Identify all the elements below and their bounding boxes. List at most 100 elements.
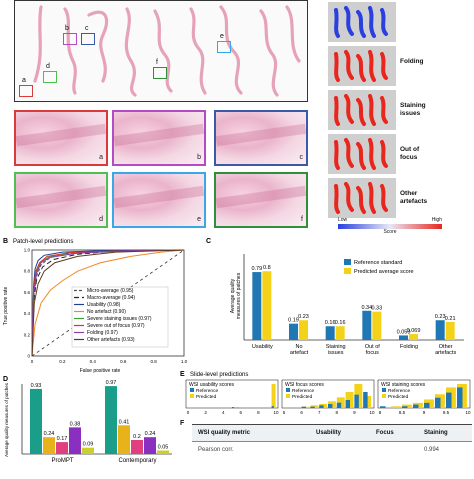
e-legend-entry: Predicted bbox=[196, 394, 217, 400]
d-bar bbox=[30, 389, 42, 454]
c-bar bbox=[372, 312, 381, 340]
c-bar bbox=[326, 326, 335, 340]
d-value-label: 0.05 bbox=[158, 445, 169, 451]
table-row: Pearson corr. 0.994 bbox=[192, 441, 472, 455]
panel-e-letter: E bbox=[180, 371, 185, 378]
roc-y-tick: 0.4 bbox=[24, 311, 31, 316]
roc-y-tick: 0 bbox=[27, 354, 30, 359]
roc-title: Patch-level predictions bbox=[13, 239, 73, 245]
c-bar bbox=[252, 272, 261, 340]
roc-legend-entry: No artefact (0.90) bbox=[87, 309, 126, 315]
roc-x-tick: 0.4 bbox=[90, 359, 97, 364]
roi-label-e: e bbox=[220, 33, 224, 40]
c-bar bbox=[262, 271, 271, 340]
roi-box-c[interactable] bbox=[81, 33, 95, 45]
roi-box-f[interactable] bbox=[153, 67, 167, 79]
slide-level-histograms: E Slide-level predictions WSI usability … bbox=[178, 368, 474, 416]
e-hist-title: WSI focus scores bbox=[285, 382, 324, 388]
table-header-usability: Usability bbox=[316, 430, 341, 436]
heatmap-tissue bbox=[328, 90, 396, 130]
roc-y-tick: 0.6 bbox=[24, 290, 31, 295]
e-ref-bar bbox=[319, 405, 323, 408]
slide-level-title: Slide-level predictions bbox=[190, 372, 248, 378]
table-cell-staining: 0.994 bbox=[424, 447, 439, 453]
zoom-tile-label: c bbox=[300, 154, 304, 161]
zoom-tile-e[interactable]: e bbox=[112, 172, 206, 228]
heatmap-label: Folding bbox=[400, 58, 423, 66]
roc-y-tick: 0.2 bbox=[24, 332, 31, 337]
d-bar bbox=[43, 437, 55, 454]
e-legend-swatch bbox=[190, 394, 194, 398]
colorbar-low-label: Low bbox=[338, 218, 347, 223]
e-legend-swatch bbox=[382, 388, 386, 392]
roi-label-a: a bbox=[22, 77, 26, 84]
roc-x-tick: 0.8 bbox=[150, 359, 157, 364]
heatmap-stroke bbox=[336, 140, 386, 168]
roc-chart: B Patch-level predictions False positive… bbox=[0, 234, 204, 374]
e-legend-swatch bbox=[190, 388, 194, 392]
tissue-sections bbox=[15, 1, 307, 101]
c-legend-swatch bbox=[344, 268, 351, 274]
zoom-tile-label: f bbox=[301, 216, 303, 223]
roi-box-a[interactable] bbox=[19, 85, 33, 97]
d-bar bbox=[105, 386, 117, 454]
metrics-table: WSI quality metric Usability Focus Stain… bbox=[192, 424, 472, 473]
heatmap-tissue bbox=[328, 178, 396, 218]
d-bar bbox=[56, 442, 68, 454]
e-hist-title: WSI staining scores bbox=[381, 382, 426, 388]
c-bar bbox=[399, 335, 408, 340]
roi-box-d[interactable] bbox=[43, 71, 57, 83]
panel-e: E Slide-level predictions WSI usability … bbox=[178, 368, 474, 416]
d-bar bbox=[157, 451, 169, 455]
e-x-tick: 10 bbox=[273, 410, 279, 415]
score-heatmap bbox=[328, 90, 396, 130]
c-legend-swatch bbox=[344, 259, 351, 265]
roi-label-c: c bbox=[85, 25, 89, 32]
d-value-label: 0.93 bbox=[31, 383, 42, 389]
e-legend-entry: Reference bbox=[196, 388, 218, 394]
d-bar bbox=[82, 448, 94, 454]
tissue-texture bbox=[114, 186, 205, 208]
quality-bar-chart: C Average qualitymeasures of patches0.79… bbox=[204, 234, 474, 374]
table-header-staining: Staining bbox=[424, 430, 448, 436]
roc-x-tick: 1.0 bbox=[181, 359, 188, 364]
e-legend-swatch bbox=[382, 394, 386, 398]
e-ref-bar bbox=[446, 393, 452, 408]
roc-legend-entry: Other artefacts (0.93) bbox=[87, 337, 135, 343]
heatmap-label: Out of focus bbox=[400, 146, 419, 162]
e-ref-bar bbox=[310, 407, 314, 408]
zoom-tile-c[interactable]: c bbox=[214, 110, 308, 166]
e-ref-bar bbox=[302, 407, 306, 408]
e-x-tick: 9 bbox=[423, 410, 426, 415]
e-x-tick: 8.5 bbox=[399, 410, 406, 415]
roc-legend-entry: Severe staining issues (0.97) bbox=[87, 316, 152, 322]
panel-b: B Patch-level predictions False positive… bbox=[0, 234, 204, 374]
score-heatmap bbox=[328, 2, 396, 42]
e-ref-bar bbox=[435, 398, 441, 408]
e-x-tick: 10 bbox=[369, 410, 375, 415]
tissue-texture bbox=[216, 186, 307, 208]
roi-box-b[interactable] bbox=[63, 33, 77, 45]
zoom-tile-b[interactable]: b bbox=[112, 110, 206, 166]
c-category-label: Folding bbox=[400, 344, 418, 350]
score-heatmap bbox=[328, 46, 396, 86]
zoom-tile-a[interactable]: a bbox=[14, 110, 108, 166]
e-ref-bar bbox=[380, 406, 386, 408]
heatmap-stroke bbox=[336, 8, 386, 36]
roi-box-e[interactable] bbox=[217, 41, 231, 53]
heatmap-stroke bbox=[336, 96, 386, 124]
zoom-tile-f[interactable]: f bbox=[214, 172, 308, 228]
zoom-tile-d[interactable]: d bbox=[14, 172, 108, 228]
c-bar bbox=[436, 320, 445, 340]
colorbar-high-label: High bbox=[432, 218, 442, 223]
panel-b-letter: B bbox=[3, 238, 8, 245]
tissue-texture bbox=[16, 186, 107, 208]
c-value-label: 0.21 bbox=[445, 316, 456, 322]
table-cell-metric: Pearson corr. bbox=[198, 447, 234, 453]
score-heatmap bbox=[328, 178, 396, 218]
e-x-tick: 8 bbox=[336, 410, 339, 415]
